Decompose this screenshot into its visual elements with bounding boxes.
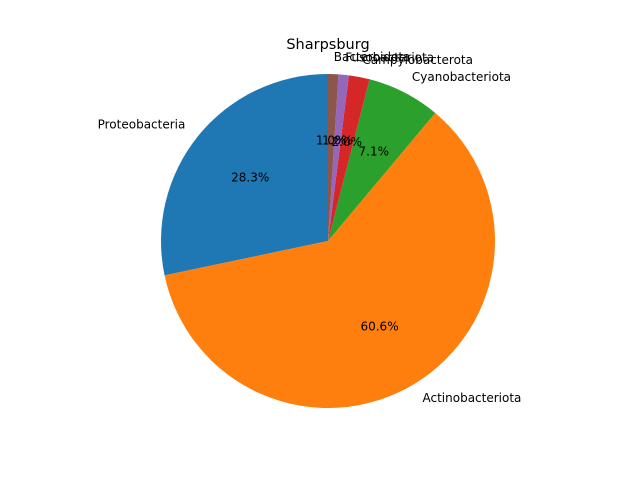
slice-label: Proteobacteria: [98, 118, 186, 132]
pie-slice-cyanobacteriota: [328, 79, 436, 241]
pie-slice-campylobacterota: [328, 75, 370, 242]
slice-percent-label: 2.0%: [332, 135, 363, 149]
slice-percent-label: 1.0%: [316, 133, 347, 147]
slice-label: Cyanobacteriota: [412, 70, 511, 84]
slice-label: Fusobacteriota: [345, 51, 434, 65]
pie-slice-fusobacteriota: [328, 74, 349, 242]
slice-label: Bacteroidota: [334, 50, 411, 64]
slice-percent-label: 28.3%: [231, 170, 269, 184]
slice-label: Campylobacterota: [362, 53, 473, 67]
slice-labels: Proteobacteria 28.3% Actinobacteriota 60.6%…: [98, 50, 522, 405]
pie-slice-actinobacteriota: [164, 112, 495, 408]
slice-percent-label: 1.0%: [322, 134, 353, 148]
pie-slice-proteobacteria: [160, 74, 328, 276]
slice-percent-label: 60.6%: [360, 319, 398, 333]
slice-label: Actinobacteriota: [423, 391, 522, 405]
pie-slices: [160, 74, 495, 408]
chart-title: Sharpsburg: [286, 37, 369, 53]
slice-percent-label: 7.1%: [359, 144, 390, 158]
pie-slice-bacteroidota: [328, 74, 339, 241]
